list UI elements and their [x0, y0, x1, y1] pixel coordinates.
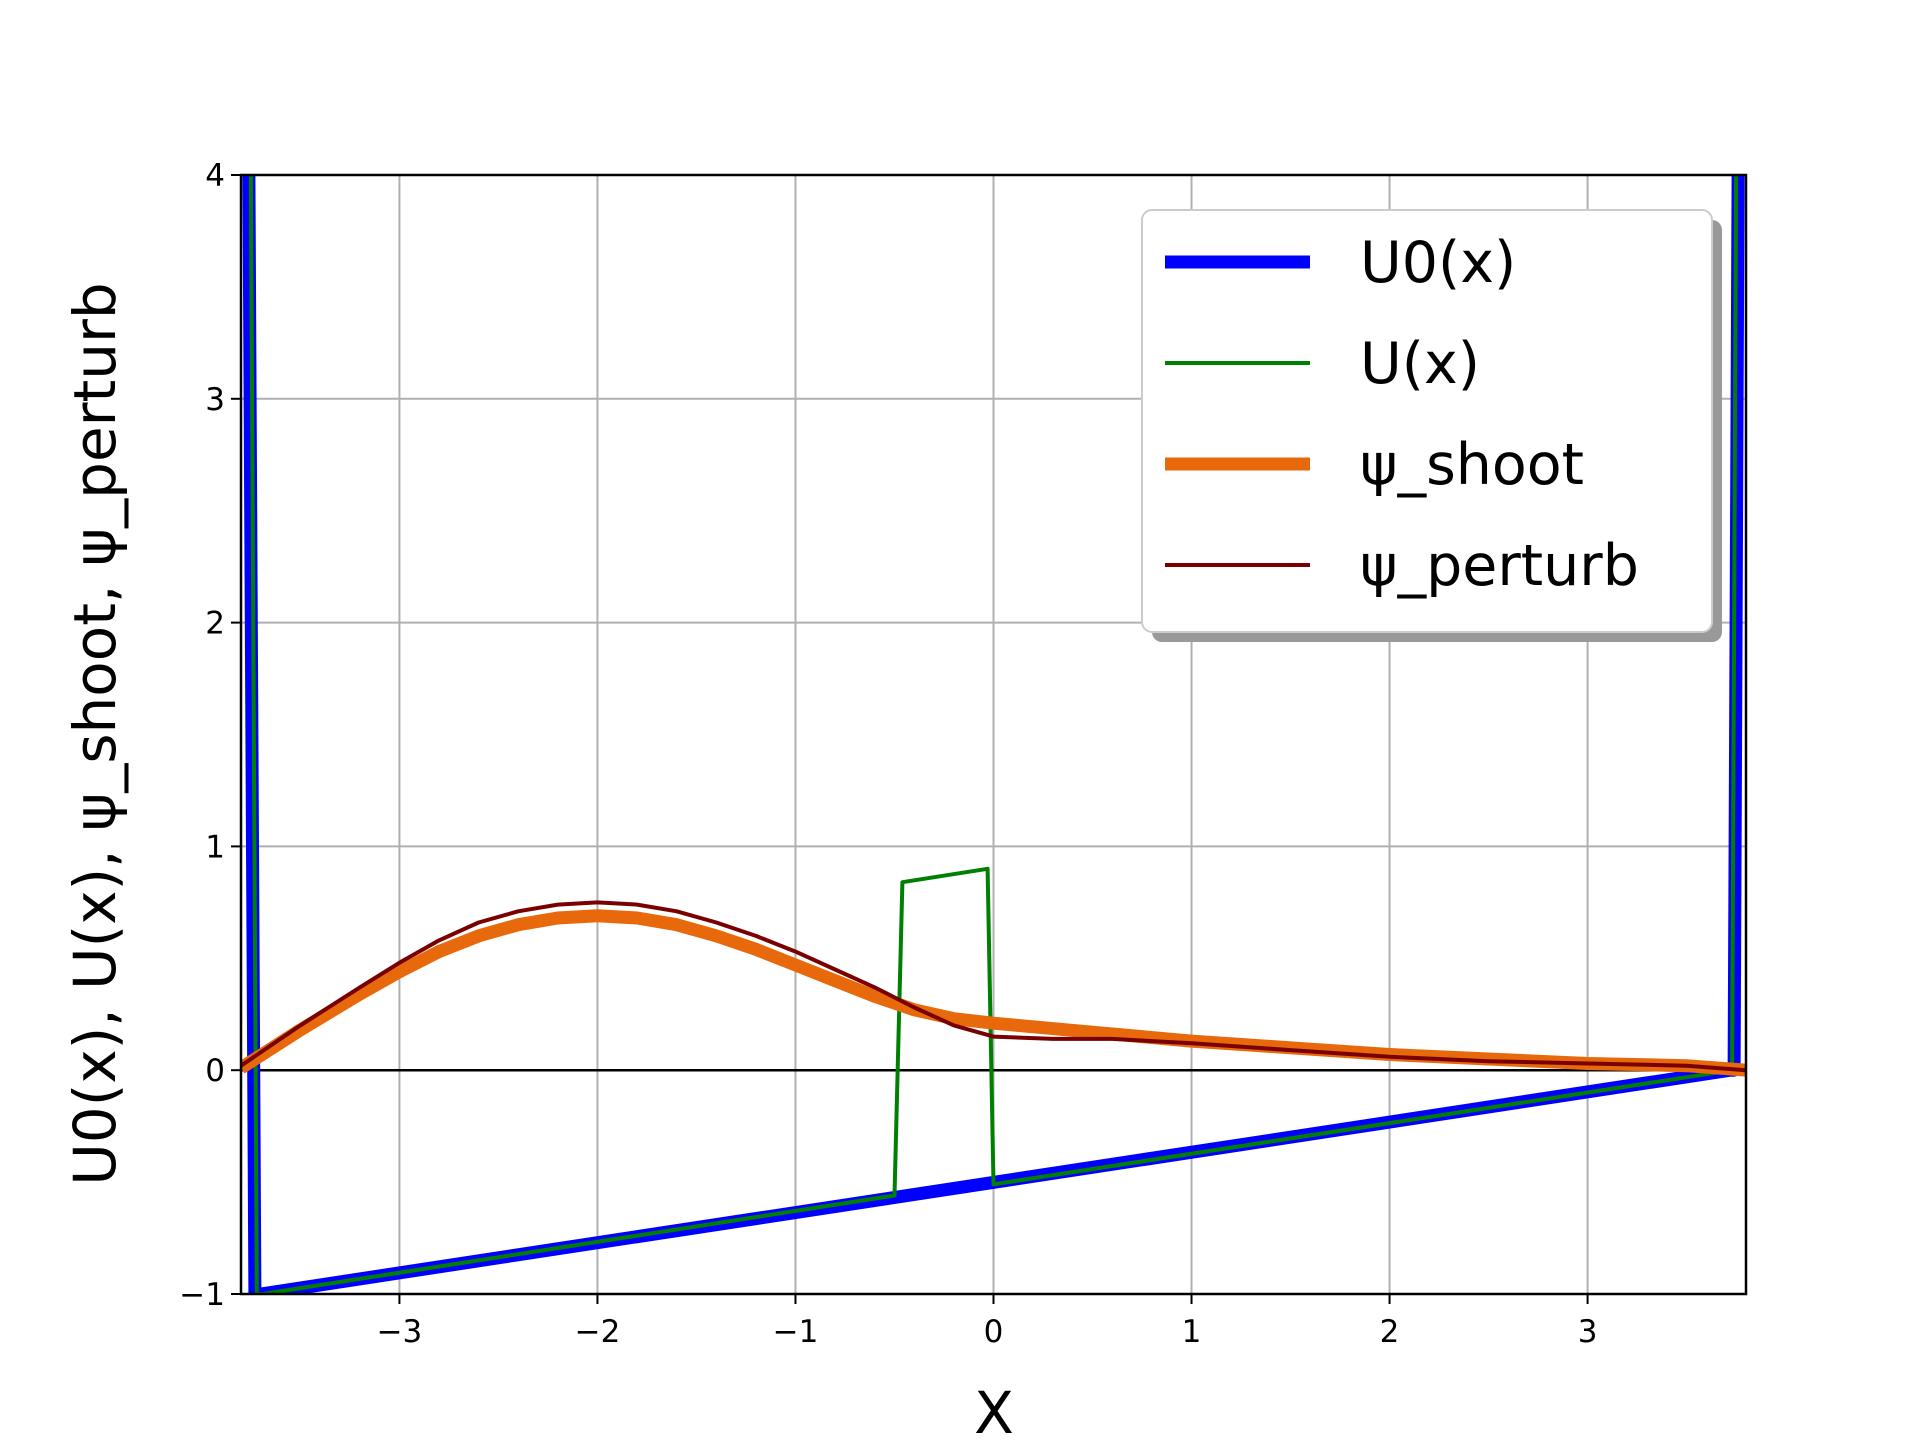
x-tick-label: 2: [1380, 1314, 1400, 1350]
series-line-u-x: [248, 175, 1739, 1294]
y-tick-label: 3: [205, 382, 225, 418]
x-tick-label: −2: [575, 1314, 621, 1350]
y-tick-label: 4: [205, 158, 225, 194]
ticks: −3 −2 −1 0 1 2 3 −1 0 1 2 3 4: [179, 158, 1597, 1350]
x-tick-label: 1: [1182, 1314, 1202, 1350]
y-tick-label: 0: [205, 1053, 225, 1089]
y-tick-label: 1: [205, 829, 225, 865]
series-line-perturb: [241, 900, 1746, 1073]
series-layer: [241, 175, 1746, 1294]
series-line-shoot: [241, 909, 1746, 1077]
x-tick-label: 3: [1578, 1314, 1598, 1350]
x-tick-label: −3: [377, 1314, 423, 1350]
x-tick-label: 0: [984, 1314, 1004, 1350]
legend-label-shoot: ψ_shoot: [1360, 432, 1584, 498]
legend: U0(x) U(x) ψ_shoot ψ_perturb: [1141, 209, 1722, 642]
legend-box: [1141, 209, 1713, 633]
y-tick-label: 2: [205, 606, 225, 642]
legend-label-perturb: ψ_perturb: [1360, 533, 1639, 599]
legend-label-u-x: U(x): [1360, 331, 1480, 397]
x-axis-title: X: [974, 1379, 1014, 1440]
y-axis-title: U0(x), U(x), ψ_shoot, ψ_perturb: [61, 282, 129, 1185]
y-tick-label: −1: [179, 1277, 225, 1313]
x-tick-label: −1: [773, 1314, 819, 1350]
legend-label-u0-x: U0(x): [1360, 230, 1516, 296]
